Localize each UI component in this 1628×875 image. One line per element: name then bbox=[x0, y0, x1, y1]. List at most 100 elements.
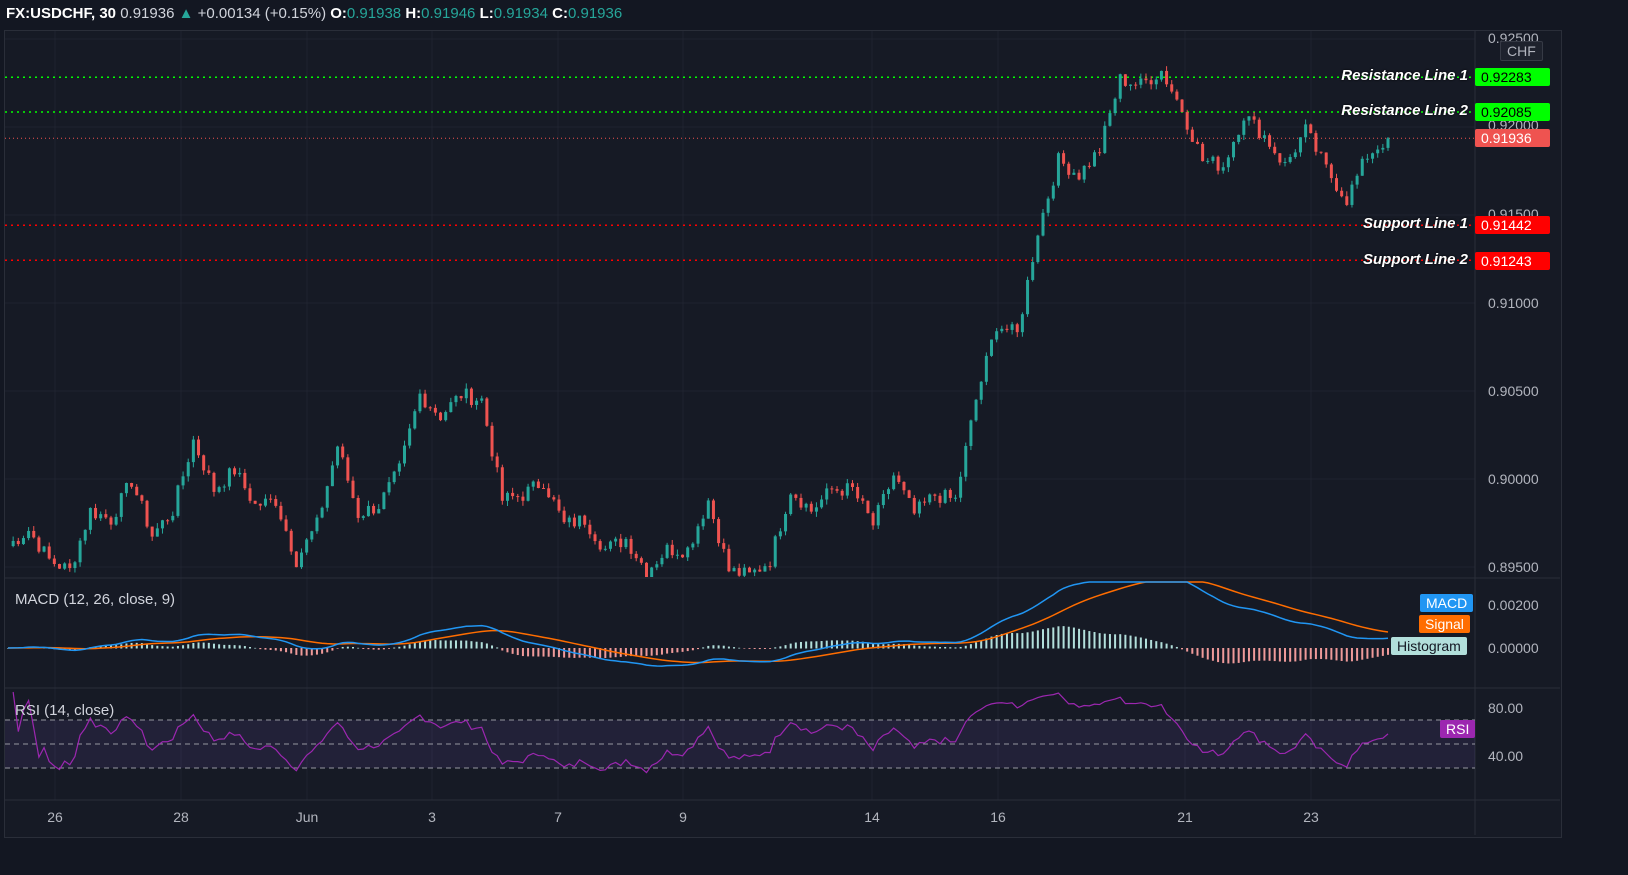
candle bbox=[928, 494, 932, 503]
candle bbox=[475, 400, 479, 405]
candle bbox=[943, 489, 947, 503]
currency-button[interactable]: CHF bbox=[1500, 41, 1543, 61]
candle bbox=[912, 497, 916, 514]
candle bbox=[21, 538, 25, 545]
histogram-bar bbox=[666, 648, 669, 654]
histogram-bar bbox=[1371, 648, 1374, 658]
candle bbox=[753, 569, 757, 573]
candle bbox=[552, 497, 556, 500]
histogram-bar bbox=[799, 641, 802, 649]
candle bbox=[150, 526, 154, 537]
histogram-bar bbox=[223, 644, 226, 649]
candle bbox=[1010, 324, 1014, 330]
histogram-bar bbox=[99, 645, 102, 649]
candle bbox=[933, 494, 937, 496]
histogram-bar bbox=[151, 645, 154, 649]
candle bbox=[1365, 158, 1369, 160]
candle bbox=[598, 541, 602, 550]
candle bbox=[57, 564, 61, 569]
histogram-bar bbox=[830, 640, 833, 649]
candle bbox=[814, 507, 818, 512]
histogram-bar bbox=[249, 647, 252, 649]
candle bbox=[11, 540, 15, 547]
candle bbox=[603, 548, 607, 550]
low-label: L: bbox=[479, 5, 494, 22]
histogram-bar bbox=[506, 648, 509, 653]
candle bbox=[166, 520, 170, 522]
candle bbox=[686, 547, 690, 558]
histogram-bar bbox=[1253, 648, 1256, 661]
candle bbox=[233, 468, 237, 475]
histogram-bar bbox=[202, 642, 205, 649]
histogram-bar bbox=[619, 648, 622, 657]
histogram-bar bbox=[738, 647, 741, 649]
histogram-bar bbox=[743, 648, 746, 649]
histogram-bar bbox=[1175, 646, 1178, 649]
candle bbox=[758, 569, 762, 572]
candle bbox=[289, 530, 293, 552]
candle bbox=[701, 518, 705, 527]
histogram-bar bbox=[681, 648, 684, 652]
x-tick: 9 bbox=[679, 809, 687, 825]
histogram-bar bbox=[146, 643, 149, 649]
candle bbox=[439, 412, 443, 421]
histogram-bar bbox=[1083, 629, 1086, 649]
histogram-bar bbox=[1000, 633, 1003, 649]
candle bbox=[881, 494, 885, 506]
candle bbox=[557, 499, 561, 511]
histogram-bar bbox=[1160, 642, 1163, 649]
histogram-bar bbox=[820, 641, 823, 649]
histogram-bar bbox=[609, 648, 612, 658]
candle bbox=[469, 388, 473, 405]
histogram-bar bbox=[660, 648, 663, 655]
candle bbox=[511, 492, 515, 497]
candle bbox=[1319, 151, 1323, 153]
histogram-bar bbox=[588, 648, 591, 658]
candle bbox=[1072, 172, 1076, 175]
histogram-bar bbox=[959, 646, 962, 649]
symbol-header: FX:USDCHF, 30 0.91936 ▲ +0.00134 (+0.15%… bbox=[6, 5, 622, 22]
candle bbox=[1098, 152, 1102, 154]
histogram-bar bbox=[140, 643, 143, 649]
histogram-bar bbox=[866, 642, 869, 649]
histogram-bar bbox=[393, 647, 396, 649]
histogram-bar bbox=[1263, 648, 1266, 661]
signal-legend: Signal bbox=[1419, 615, 1470, 633]
candle bbox=[320, 507, 324, 518]
candle bbox=[1257, 119, 1261, 138]
histogram-bar bbox=[1036, 630, 1039, 649]
histogram-bar bbox=[243, 646, 246, 649]
x-tick: 26 bbox=[47, 809, 63, 825]
candle bbox=[773, 536, 777, 567]
chart-frame[interactable] bbox=[4, 30, 1562, 838]
candle bbox=[747, 567, 751, 573]
histogram-bar bbox=[856, 641, 859, 649]
histogram-bar bbox=[1011, 632, 1014, 649]
candle bbox=[32, 530, 36, 538]
symbol[interactable]: FX:USDCHF, 30 bbox=[6, 5, 117, 22]
x-tick: 16 bbox=[990, 809, 1006, 825]
histogram-bar bbox=[1129, 635, 1132, 649]
candle bbox=[804, 503, 808, 508]
histogram-bar bbox=[758, 648, 761, 650]
histogram-bar bbox=[1268, 648, 1271, 661]
histogram-bar bbox=[1072, 627, 1075, 649]
histogram-bar bbox=[321, 648, 324, 654]
candle bbox=[722, 543, 726, 549]
rsi-title[interactable]: RSI (14, close) bbox=[15, 702, 115, 719]
macd-title[interactable]: MACD (12, 26, close, 9) bbox=[15, 591, 176, 608]
histogram-bar bbox=[1237, 648, 1240, 663]
histogram-bar bbox=[1294, 648, 1297, 662]
candle bbox=[778, 531, 782, 537]
resistance-line-1-price: 0.92283 bbox=[1475, 68, 1550, 86]
histogram-bar bbox=[413, 642, 416, 649]
histogram-bar bbox=[552, 648, 555, 657]
histogram-bar bbox=[532, 648, 535, 657]
histogram-bar bbox=[557, 648, 560, 658]
candle bbox=[454, 396, 458, 403]
histogram-bar bbox=[1067, 626, 1070, 649]
candle bbox=[253, 500, 257, 504]
histogram-bar bbox=[671, 648, 674, 653]
candle bbox=[119, 493, 123, 517]
